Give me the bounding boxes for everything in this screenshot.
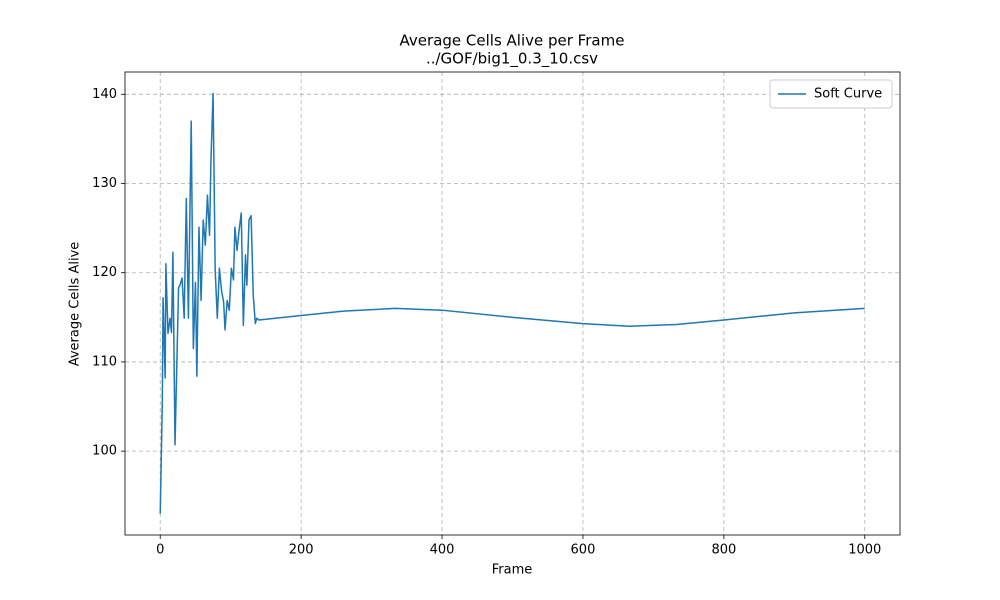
x-axis-label: Frame <box>492 563 533 578</box>
x-tick-label: 400 <box>430 543 455 558</box>
legend: Soft Curve <box>769 79 893 109</box>
y-tick-label: 110 <box>92 354 117 369</box>
legend-label: Soft Curve <box>814 87 882 102</box>
x-tick-label: 800 <box>711 543 736 558</box>
y-tick-label: 100 <box>92 444 117 459</box>
data-line <box>159 92 865 514</box>
x-tick-label: 200 <box>289 543 314 558</box>
x-tick-label: 0 <box>156 543 164 558</box>
plot-frame <box>124 71 901 536</box>
x-tick-label: 600 <box>571 543 596 558</box>
x-tick-label: 1000 <box>848 543 881 558</box>
y-axis-label: Average Cells Alive <box>68 242 83 367</box>
y-tick-label: 120 <box>92 265 117 280</box>
chart-title: Average Cells Alive per Frame <box>400 32 625 50</box>
chart-subtitle: ../GOF/big1_0.3_10.csv <box>426 50 598 69</box>
y-tick-label: 130 <box>92 176 117 191</box>
y-tick-label: 140 <box>92 87 117 102</box>
legend-box <box>769 79 893 109</box>
